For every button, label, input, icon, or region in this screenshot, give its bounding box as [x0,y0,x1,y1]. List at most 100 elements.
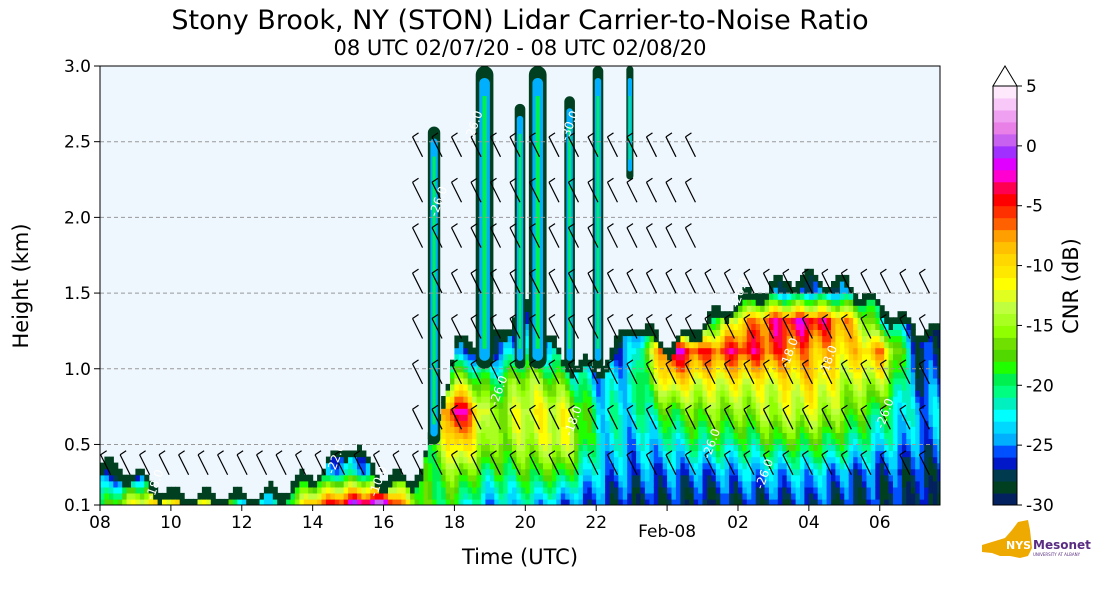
cnr-cell [777,371,783,379]
cnr-cell [826,371,832,379]
colorbar-segment [993,361,1017,374]
cnr-cell [862,450,867,458]
cnr-cell [441,426,447,433]
cnr-cell [862,329,867,337]
cnr-cell [879,480,885,488]
cnr-cell [609,450,615,458]
cnr-cell [343,456,349,464]
wind-barb-flag [880,450,887,456]
cnr-cell [791,359,797,367]
cnr-cell [875,396,881,403]
cnr-cell [675,468,681,476]
cnr-cell [875,450,881,458]
wind-barb-flag [470,450,478,456]
cnr-cell [454,377,460,385]
cnr-cell [317,492,323,500]
cnr-cell [848,383,854,391]
cnr-cell [755,414,761,421]
wind-barb-flag [626,359,634,365]
cnr-cell [454,359,460,367]
cnr-cell [751,468,757,476]
cnr-cell [875,480,881,488]
cnr-cell [707,450,712,458]
wind-barb-flag [646,132,653,138]
cnr-cell [742,468,748,476]
cnr-cell [569,492,575,500]
wind-barb-flag [802,268,809,274]
cloud-plume-core [596,96,600,349]
cnr-cell [910,420,916,427]
cnr-cell [312,498,318,505]
wind-barb [606,136,619,158]
wind-barb [528,409,541,430]
cnr-cell [503,390,509,397]
cnr-cell [831,293,836,300]
cnr-cell [503,468,509,476]
cnr-cell [844,341,850,349]
cnr-cell [339,450,345,458]
cnr-cell [556,486,562,494]
cnr-cell [525,353,531,361]
cnr-cell [591,420,597,427]
cnr-cell [853,408,859,415]
cnr-cell [698,456,704,464]
cnr-cell [618,329,624,337]
cnr-cell [547,462,553,470]
cnr-cell [808,274,814,282]
cnr-cell [901,408,907,415]
wind-barb-flag [860,313,868,319]
cnr-cell [481,377,486,385]
cnr-cell [525,402,531,409]
wind-barb-flag [782,313,790,319]
cnr-cell [618,438,624,446]
cnr-cell [361,456,367,464]
colorbar-segment [993,385,1017,398]
cnr-cell [848,305,854,312]
cnr-cell [126,474,132,482]
cnr-cell [649,408,655,415]
cnr-cell [831,377,836,385]
cnr-cell [423,480,429,488]
wind-barb [567,318,580,339]
cnr-cell [795,402,801,409]
cnr-cell [405,480,411,488]
cnr-cell [932,450,938,458]
wind-barb [918,363,930,385]
cnr-cell [835,498,841,505]
cnr-cell [467,402,473,409]
cnr-cell [804,498,810,505]
cnr-cell [582,468,588,476]
cnr-cell [525,468,531,476]
cnr-cell [543,365,548,373]
cnr-cell [910,426,916,433]
cnr-cell [454,383,460,391]
cnr-cell [782,383,788,391]
cnr-cell [175,486,181,494]
cnr-cell [667,444,673,452]
wind-barb [411,409,424,430]
cnr-cell [135,468,141,476]
cnr-cell [321,480,327,488]
cnr-cell [866,293,872,300]
cnr-cell [901,311,907,318]
cnr-cell [924,408,930,415]
cnr-cell [720,450,726,458]
cnr-cell [489,438,495,446]
cnr-cell [343,486,349,494]
cnr-cell [729,450,735,458]
cnr-cell [454,450,460,458]
cnr-cell [139,498,145,505]
cnr-cell [693,462,699,470]
colorbar-segment [993,97,1017,111]
cnr-cell [556,414,562,421]
cnr-cell [618,359,624,367]
cnr-cell [924,396,930,403]
cnr-cell [551,498,557,505]
cnr-cell [494,414,500,421]
cnr-cell [565,365,571,373]
cnr-cell [494,390,500,397]
cnr-cell [835,402,841,409]
cnr-cell [534,377,540,385]
cnr-cell [711,474,717,482]
cnr-cell [503,456,509,464]
